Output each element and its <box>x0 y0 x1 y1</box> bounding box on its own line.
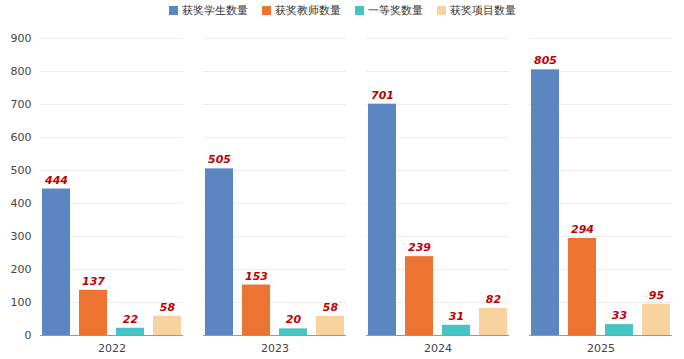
svg-text:22: 22 <box>123 313 139 326</box>
svg-text:82: 82 <box>486 293 502 306</box>
html-text:获奖教师数量: 获奖教师数量 <box>274 3 341 17</box>
svg-text:294: 294 <box>571 223 594 236</box>
html-text:一等奖数量: 一等奖数量 <box>367 3 423 17</box>
svg-text:239: 239 <box>408 241 431 254</box>
svg-text:800: 800 <box>11 65 32 78</box>
svg-text:137: 137 <box>82 275 105 288</box>
svg-text:500: 500 <box>11 164 32 177</box>
svg-text:20: 20 <box>286 313 302 326</box>
svg-text:31: 31 <box>449 310 464 323</box>
svg-text:701: 701 <box>371 89 394 102</box>
svg-text:505: 505 <box>208 153 231 166</box>
svg-text:900: 900 <box>11 32 32 45</box>
svg-text:700: 700 <box>11 98 32 111</box>
svg-text:95: 95 <box>649 289 665 302</box>
svg-text:300: 300 <box>11 230 32 243</box>
svg-text:58: 58 <box>160 301 176 314</box>
html-text:获奖项目数量: 获奖项目数量 <box>449 3 516 17</box>
svg-text:2022: 2022 <box>98 342 126 355</box>
html-text:获奖学生数量: 获奖学生数量 <box>181 3 248 17</box>
svg-text:2025: 2025 <box>587 342 615 355</box>
svg-text:600: 600 <box>11 131 32 144</box>
svg-text:200: 200 <box>11 263 32 276</box>
svg-text:100: 100 <box>11 296 32 309</box>
svg-text:33: 33 <box>612 309 628 322</box>
svg-text:2023: 2023 <box>261 342 289 355</box>
svg-text:153: 153 <box>245 270 268 283</box>
svg-text:444: 444 <box>44 174 68 187</box>
svg-text:400: 400 <box>11 197 32 210</box>
svg-text:0: 0 <box>25 329 32 342</box>
svg-text:2024: 2024 <box>424 342 452 355</box>
svg-text:805: 805 <box>534 54 557 67</box>
svg-text:58: 58 <box>323 301 339 314</box>
